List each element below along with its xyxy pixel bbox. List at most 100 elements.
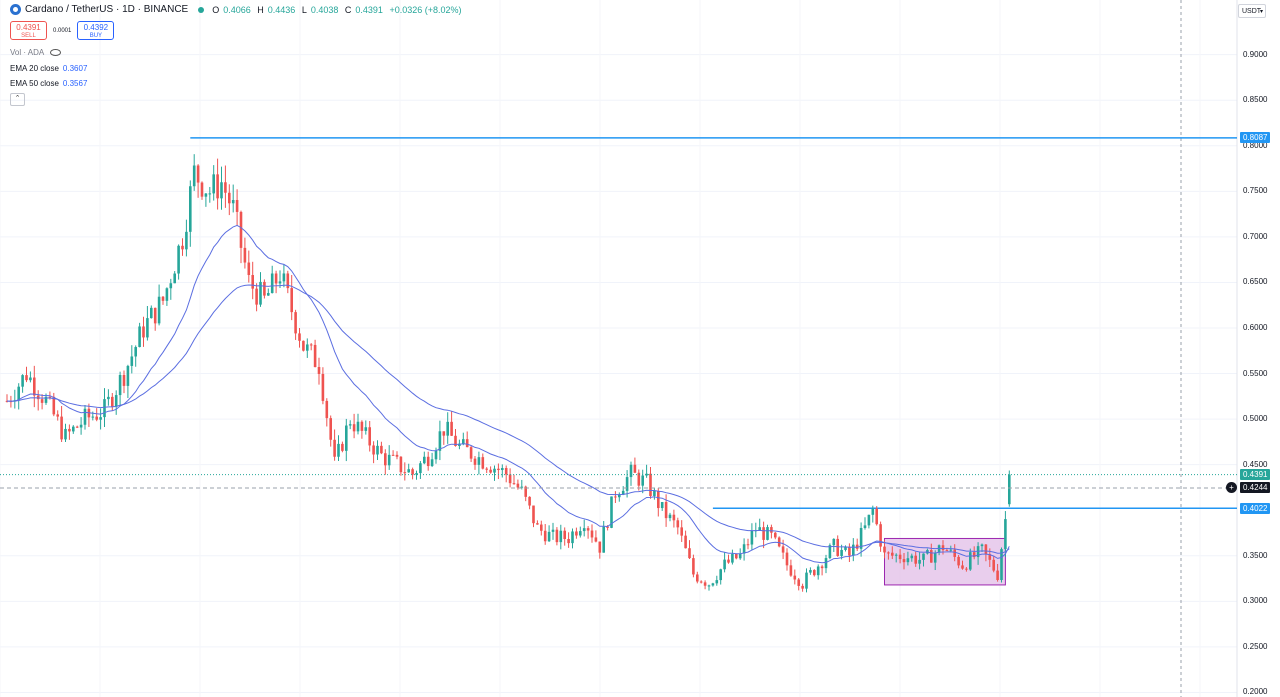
chevron-up-icon[interactable]: ⌃ — [10, 93, 25, 106]
candle-body — [130, 356, 134, 366]
y-tick-label: 0.8500 — [1243, 95, 1268, 105]
candle-body — [387, 454, 391, 466]
candle-body — [707, 585, 711, 587]
candle-body — [337, 443, 340, 457]
candle-body — [809, 570, 812, 573]
ema50-label: EMA 50 close — [10, 79, 59, 88]
candle-body — [524, 486, 527, 497]
candle-body — [208, 193, 212, 195]
buy-button[interactable]: 0.4392 BUY — [77, 21, 115, 40]
candle-body — [582, 528, 586, 532]
candle-body — [469, 447, 473, 459]
candle-body — [891, 552, 894, 556]
candle-body — [969, 552, 972, 570]
sell-button[interactable]: 0.4391 SELL — [10, 21, 47, 40]
candle-body — [415, 473, 418, 475]
candle-body — [177, 245, 180, 274]
candle-body — [473, 458, 477, 465]
candle-body — [157, 296, 161, 324]
symbol-title[interactable]: Cardano / TetherUS · 1D · BINANCE — [25, 4, 189, 15]
candle-body — [586, 528, 590, 531]
candle-body — [774, 532, 777, 538]
candle-body — [91, 416, 95, 418]
currency-select[interactable]: USDT — [1238, 4, 1266, 19]
candle-body — [972, 552, 976, 558]
candle-body — [395, 454, 399, 457]
buy-price: 0.4392 — [83, 23, 109, 32]
candle-body — [477, 457, 481, 465]
candle-body — [664, 502, 668, 519]
candle-body — [536, 523, 539, 525]
candle-body — [543, 530, 547, 542]
candle-body — [692, 558, 695, 575]
candle-body — [161, 296, 165, 301]
candle-body — [329, 418, 332, 440]
candle-body — [442, 431, 446, 436]
candle-body — [134, 347, 137, 357]
cardano-logo-icon — [10, 4, 21, 15]
candle-body — [185, 231, 188, 250]
candle-body — [298, 333, 301, 341]
candle-body — [376, 445, 379, 455]
candle-body — [961, 565, 964, 569]
candle-body — [684, 535, 687, 549]
add-alert-icon[interactable]: + — [1226, 482, 1237, 494]
candle-body — [29, 377, 32, 381]
candle-body — [48, 396, 52, 398]
candle-body — [980, 544, 984, 547]
candle-body — [984, 544, 988, 555]
y-tick-label: 0.3500 — [1243, 550, 1268, 560]
candle-body — [750, 531, 754, 545]
candle-body — [930, 550, 933, 563]
candle-body — [504, 468, 508, 475]
candle-body — [820, 566, 824, 569]
candle-body — [270, 273, 274, 294]
candle-body — [836, 538, 839, 556]
close-value: 0.4391 — [355, 4, 383, 15]
candle-body — [454, 435, 457, 447]
candle-body — [699, 581, 703, 583]
candle-body — [274, 273, 278, 284]
candle-body — [777, 537, 781, 547]
candle-body — [516, 483, 520, 488]
candle-body — [263, 281, 266, 296]
candle-body — [863, 525, 867, 528]
candle-body — [122, 374, 126, 386]
y-tick-label: 0.2000 — [1243, 687, 1268, 697]
ema20-indicator[interactable]: EMA 20 close 0.3607 — [10, 64, 87, 73]
candle-body — [21, 375, 24, 387]
candle-body — [462, 439, 465, 444]
candle-body — [40, 399, 44, 403]
candle-body — [380, 445, 383, 454]
candle-body — [602, 526, 605, 553]
price-badge-crosshair: 0.4244 — [1240, 482, 1271, 494]
candle-body — [579, 531, 582, 536]
candle-body — [501, 468, 504, 471]
candle-body — [169, 283, 173, 289]
candle-body — [411, 469, 414, 475]
candle-body — [559, 530, 563, 543]
volume-indicator[interactable]: Vol · ADA — [10, 48, 62, 57]
candle-body — [150, 307, 153, 319]
price-badge-hline: 0.4022 — [1240, 502, 1271, 514]
candle-body — [797, 579, 800, 586]
candle-body — [645, 473, 648, 476]
candle-body — [859, 527, 863, 549]
eye-icon[interactable] — [50, 49, 62, 57]
candle-body — [446, 421, 449, 436]
legend: Cardano / TetherUS · 1D · BINANCE O 0.406… — [0, 0, 700, 110]
candle-body — [348, 424, 352, 426]
candle-body — [458, 443, 461, 447]
low-label: L — [301, 4, 307, 15]
candle-body — [44, 396, 48, 403]
candle-body — [302, 340, 305, 351]
y-tick-label: 0.6500 — [1243, 277, 1268, 287]
candle-body — [356, 421, 360, 432]
sell-price: 0.4391 — [16, 23, 41, 32]
candle-body — [423, 456, 426, 464]
ema50-indicator[interactable]: EMA 50 close 0.3567 — [10, 79, 87, 88]
change-value: +0.0326 (+8.02%) — [389, 4, 462, 15]
candle-body — [633, 464, 637, 473]
candle-body — [723, 559, 726, 570]
